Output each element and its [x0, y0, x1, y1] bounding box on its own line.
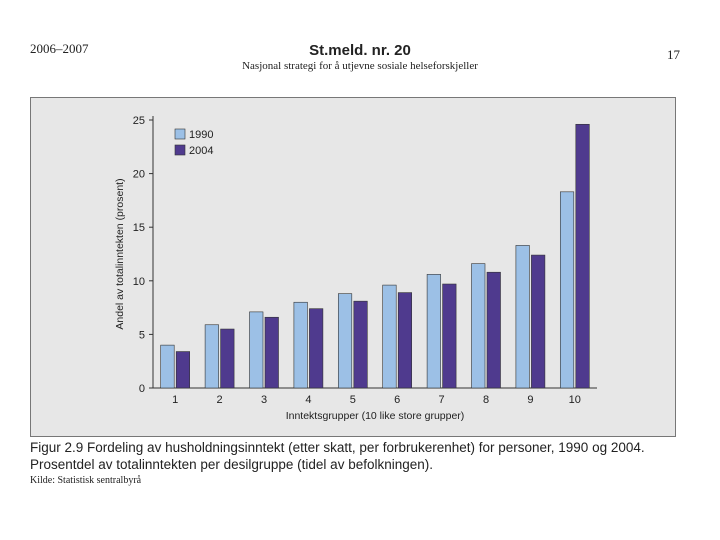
- header-years: 2006–2007: [30, 41, 89, 56]
- bar-2004-group-1: [175, 351, 190, 389]
- page-number: 17: [667, 47, 680, 62]
- bar-1990-group-5: [337, 293, 353, 389]
- bar-1990-group-7: [426, 274, 441, 389]
- x-tick-label: 7: [439, 394, 445, 406]
- caption-line-2: Prosentdel av totalinntekten per desilgr…: [30, 457, 434, 472]
- bar-2004-group-5: [353, 300, 368, 389]
- bar-2004-group-3: [264, 316, 279, 389]
- bar-2004-group-6: [397, 292, 413, 389]
- bar-1990-group-4: [293, 301, 308, 389]
- bar-2004-group-9: [531, 254, 546, 389]
- bar-1990-group-9: [515, 245, 530, 389]
- bar-2004-group-2: [220, 328, 235, 389]
- bar-1990-group-8: [471, 263, 486, 389]
- source-note: Kilde: Statistisk sentralbyrå: [30, 475, 142, 486]
- y-tick-label: 0: [139, 383, 145, 395]
- x-tick-label: 8: [483, 394, 489, 406]
- document-subtitle: Nasjonal strategi for å utjevne sosiale …: [242, 60, 478, 72]
- legend-label-2004: 2004: [189, 145, 213, 157]
- caption-line-1: Figur 2.9 Fordeling av husholdningsinnte…: [30, 440, 645, 455]
- x-tick-label: 2: [217, 394, 223, 406]
- x-axis-title: Inntektsgrupper (10 like store grupper): [286, 410, 465, 422]
- document-title: St.meld. nr. 20: [309, 42, 411, 59]
- figure-panel: 0 5 10 15 20 25 1 2 3 4 5 6 7 8 9 10 Inntektsgrupper (10…: [30, 97, 676, 437]
- x-tick-label: 3: [261, 394, 267, 406]
- legend-swatch-1990: [174, 128, 186, 140]
- x-tick-label: 10: [569, 394, 581, 406]
- bar-1990-group-10: [559, 191, 575, 389]
- y-tick-label: 15: [133, 222, 145, 234]
- x-tick-label: 4: [305, 394, 311, 406]
- y-tick-label: 10: [133, 276, 145, 288]
- legend-label-1990: 1990: [189, 129, 213, 141]
- x-tick-label: 5: [350, 394, 356, 406]
- legend-swatch-2004: [174, 144, 186, 156]
- y-tick-label: 25: [133, 115, 145, 127]
- x-tick-label: 9: [527, 394, 533, 406]
- bar-2004-group-8: [486, 271, 501, 389]
- bar-1990-group-2: [204, 324, 219, 389]
- bar-1990-group-3: [249, 311, 264, 389]
- bar-1990-group-1: [160, 344, 175, 389]
- x-tick-label: 1: [172, 394, 178, 406]
- bar-2004-group-7: [442, 283, 457, 389]
- bar-2004-group-10: [575, 123, 590, 389]
- x-tick-label: 6: [394, 394, 400, 406]
- y-tick-label: 5: [139, 329, 145, 341]
- y-tick-label: 20: [133, 169, 145, 181]
- bar-1990-group-6: [382, 284, 397, 389]
- bar-chart: 0 5 10 15 20 25 1 2 3 4 5 6 7 8 9 10 Inntektsgrupper (10…: [114, 115, 597, 422]
- figure-caption: Figur 2.9 Fordeling av husholdningsinnte…: [30, 439, 690, 473]
- y-axis-title: Andel av totalinntekten (prosent): [114, 178, 126, 329]
- bar-2004-group-4: [309, 308, 324, 389]
